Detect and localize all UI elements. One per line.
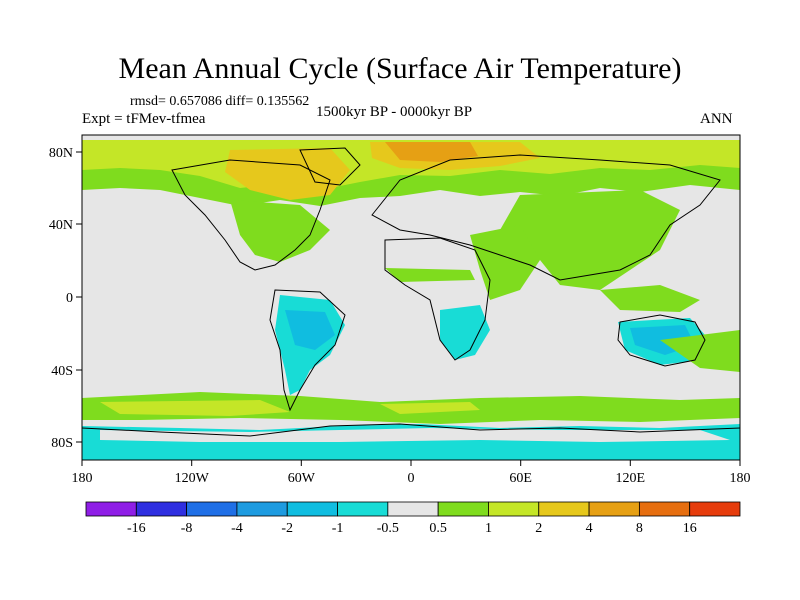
southern-ocean-gold [380, 402, 480, 414]
x-tick-label: 120E [616, 471, 646, 486]
colorbar-labels: -16 -8 -4 -2 -1 -0.5 0.5 1 2 4 8 16 [127, 521, 697, 536]
colorbar-label: -2 [281, 521, 293, 536]
colorbar-swatch [538, 501, 590, 517]
x-tick-labels: 180 120W 60W 0 60E 120E 180 [72, 471, 751, 486]
y-tick-label: 40S [51, 364, 73, 379]
south-america-coast [269, 289, 346, 412]
map-panel [81, 134, 741, 461]
colorbar-swatch [387, 501, 439, 517]
sahara-warm [385, 268, 475, 282]
colorbar-label: -4 [231, 521, 243, 536]
stats-label: rmsd= 0.657086 diff= 0.135562 [130, 94, 310, 109]
colorbar-swatches [85, 501, 741, 517]
x-tick-label: 0 [408, 471, 415, 486]
colorbar-label: -8 [181, 521, 193, 536]
y-tick-labels: 80N 40N 0 40S 80S [49, 146, 73, 451]
colorbar-label: 2 [535, 521, 542, 536]
middle-east-warm [470, 225, 540, 300]
colorbar-label: 4 [586, 521, 593, 536]
map-title: Mean Annual Cycle (Surface Air Temperatu… [118, 52, 682, 85]
y-tick-label: 80S [51, 436, 73, 451]
arctic-orange-patch [385, 142, 478, 162]
colorbar-swatch [437, 501, 489, 517]
australia-coast [617, 314, 706, 367]
colorbar-swatch [236, 501, 288, 517]
y-tick-label: 80N [49, 146, 73, 161]
colorbar-swatch [588, 501, 640, 517]
antarctica-coast [81, 423, 741, 437]
antarctic-light [100, 428, 730, 442]
north-america-warm [230, 200, 330, 262]
colorbar: -16 -8 -4 -2 -1 -0.5 0.5 1 2 4 8 16 [85, 501, 741, 536]
colorbar-swatch [85, 501, 137, 517]
period-label: 1500kyr BP - 0000kyr BP [316, 104, 473, 120]
colorbar-swatch [689, 501, 741, 517]
x-tick-label: 180 [72, 471, 93, 486]
experiment-label: Expt = tFMev-tfmea [82, 111, 206, 127]
coastlines [81, 147, 741, 437]
east-asia-warm [500, 190, 680, 290]
colorbar-swatch [286, 501, 338, 517]
colorbar-swatch [638, 501, 691, 517]
africa-cool [440, 305, 490, 360]
colorbar-label: -16 [127, 521, 146, 536]
y-tick-label: 0 [66, 291, 73, 306]
colorbar-swatch [488, 501, 540, 517]
colorbar-swatch [337, 501, 389, 517]
north-america-coast [171, 159, 331, 271]
southern-ocean-yellowgreen [100, 400, 290, 416]
colorbar-label: -1 [332, 521, 344, 536]
x-tick-label: 60E [509, 471, 532, 486]
x-tick-marks [81, 460, 741, 466]
africa-coast [384, 237, 491, 361]
colorbar-label: 1 [485, 521, 492, 536]
colorbar-swatch [135, 501, 188, 517]
colorbar-label: 8 [636, 521, 643, 536]
y-tick-label: 40N [49, 218, 73, 233]
colorbar-label: 16 [683, 521, 697, 536]
arctic-gold-patch [225, 148, 350, 200]
greenland-coast [299, 147, 361, 186]
x-tick-label: 180 [730, 471, 751, 486]
eurasia-coast [371, 154, 721, 281]
colorbar-label: 0.5 [429, 521, 447, 536]
indonesia-warm [600, 285, 700, 312]
colorbar-swatch [186, 501, 238, 517]
x-tick-label: 120W [175, 471, 210, 486]
colorbar-label: -0.5 [377, 521, 399, 536]
season-label: ANN [700, 111, 733, 127]
y-tick-marks [76, 151, 82, 443]
x-tick-label: 60W [288, 471, 316, 486]
south-america-blue [285, 310, 335, 350]
